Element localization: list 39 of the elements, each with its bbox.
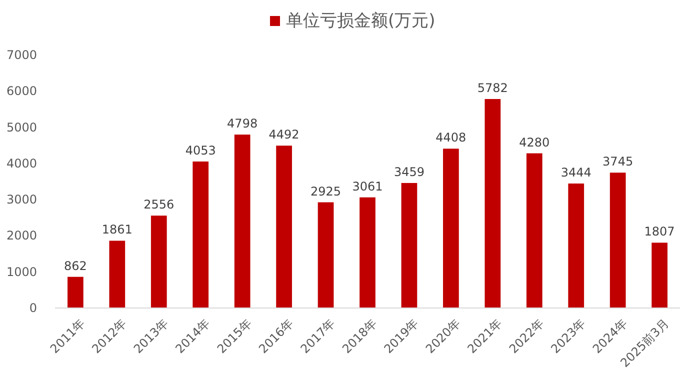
- data-label: 3061: [352, 179, 383, 194]
- bar: [652, 242, 668, 308]
- bar: [318, 202, 334, 308]
- data-label: 3459: [394, 164, 424, 179]
- y-tick-label: 2000: [6, 228, 37, 243]
- y-tick-label: 5000: [6, 120, 37, 134]
- bar: [68, 276, 84, 308]
- data-label: 1861: [102, 222, 132, 237]
- data-label: 4053: [185, 144, 216, 158]
- data-label: 4408: [436, 130, 466, 145]
- bar: [276, 146, 292, 308]
- bar: [234, 134, 250, 308]
- data-label: 862: [64, 258, 87, 273]
- y-tick-label: 0: [29, 301, 37, 315]
- y-tick-label: 6000: [6, 84, 37, 98]
- data-label: 4492: [268, 128, 300, 142]
- bar: [360, 197, 376, 308]
- bar: [443, 148, 459, 308]
- y-tick-label: 3000: [6, 192, 37, 207]
- bar: [610, 172, 626, 308]
- data-label: 2925: [310, 184, 342, 198]
- bar: [401, 182, 418, 308]
- data-label: 3745: [602, 154, 634, 169]
- bar: [526, 153, 542, 308]
- bar: [192, 162, 209, 308]
- legend-label: 单位亏损金额(万元): [286, 11, 436, 31]
- bar: [484, 99, 501, 308]
- bar: [150, 216, 167, 308]
- y-tick-label: 4000: [6, 156, 37, 170]
- data-label: 3444: [560, 166, 592, 180]
- bar: [568, 184, 584, 308]
- data-label: 2556: [144, 198, 174, 212]
- y-tick-label: 1000: [6, 264, 37, 279]
- y-tick-label: 7000: [6, 48, 37, 62]
- bar: [109, 240, 126, 308]
- data-label: 4798: [227, 116, 258, 131]
- data-label: 5782: [477, 81, 508, 96]
- data-label: 1807: [644, 224, 675, 239]
- data-label: 4280: [519, 135, 550, 150]
